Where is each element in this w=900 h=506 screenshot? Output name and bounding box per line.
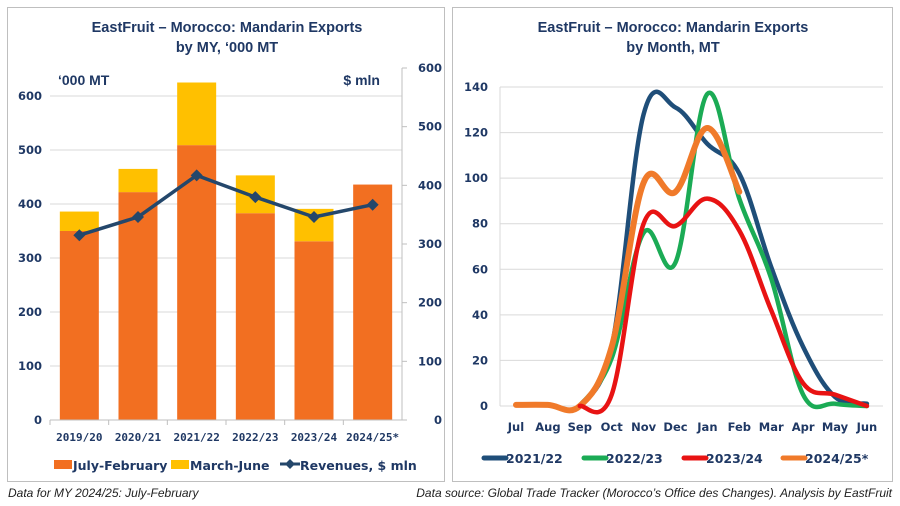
y-tick-label: 300 xyxy=(18,251,42,265)
y-tick-label: 600 xyxy=(18,89,42,103)
x-tick-label: 2024/25* xyxy=(346,431,399,444)
x-tick-label: Feb xyxy=(728,420,751,434)
x-tick-label: 2023/24 xyxy=(291,431,338,444)
legend: 2021/22 2022/23 2023/24 2024/25* xyxy=(481,451,869,466)
x-tick-label: May xyxy=(822,420,849,434)
chart-by-my: EastFruit – Morocco: Mandarin Exports by… xyxy=(18,20,442,473)
bar-july-february xyxy=(353,184,393,420)
legend-marker-revenues xyxy=(285,459,295,469)
legend-label-july-february: July-February xyxy=(72,458,167,473)
revenues-point xyxy=(73,229,86,242)
x-tick-label: 2020/21 xyxy=(115,431,162,444)
legend-label-march-june: March-June xyxy=(190,458,269,473)
footnote-data-source: Data source: Global Trade Tracker (Moroc… xyxy=(416,486,892,500)
y2-tick-label: 0 xyxy=(434,413,442,427)
y-tick-label: 500 xyxy=(18,143,42,157)
x-tick-label: Jan xyxy=(696,420,717,434)
bar-july-february xyxy=(177,145,217,420)
x-tick-label: Apr xyxy=(792,420,815,434)
y-tick-label: 100 xyxy=(18,359,42,373)
revenues-point xyxy=(190,169,203,182)
x-tick-label: 2019/20 xyxy=(56,431,102,444)
x-tick-label: Jun xyxy=(856,420,878,434)
bar-july-february xyxy=(118,192,158,420)
footnote-data-period: Data for MY 2024/25: July-February xyxy=(8,486,199,500)
chart-subtitle: by MY, ‘000 MT xyxy=(176,40,278,56)
y-tick-label: 0 xyxy=(480,399,488,413)
y-axis-label: ‘000 MT xyxy=(58,72,110,88)
bar-march-june xyxy=(177,82,217,146)
y-tick-label: 120 xyxy=(464,126,488,140)
bar-july-february xyxy=(294,241,334,420)
chart-panel-by-my: EastFruit – Morocco: Mandarin Exports by… xyxy=(7,7,445,482)
x-tick-label: 2021/22 xyxy=(173,431,219,444)
revenues-point xyxy=(308,211,320,224)
series-line-202324 xyxy=(577,196,870,415)
y2-tick-label: 500 xyxy=(418,120,442,134)
y-tick-label: 60 xyxy=(472,262,488,276)
revenues-point xyxy=(249,191,262,204)
x-tick-label: Aug xyxy=(535,420,560,434)
legend-swatch-march-june xyxy=(171,460,189,469)
y-tick-label: 200 xyxy=(18,305,42,319)
chart-subtitle: by Month, MT xyxy=(626,40,720,56)
x-tick-label: Sep xyxy=(568,420,592,434)
legend-label-revenues: Revenues, $ mln xyxy=(300,458,417,473)
y2-tick-label: 400 xyxy=(418,178,442,192)
y-tick-label: 100 xyxy=(464,171,488,185)
legend-label-202425: 2024/25* xyxy=(805,451,869,466)
x-tick-label: Mar xyxy=(759,420,784,434)
x-tick-label: Nov xyxy=(631,420,657,434)
series-line-202425 xyxy=(513,125,743,414)
y2-tick-label: 600 xyxy=(418,61,442,75)
bar-march-june xyxy=(118,168,158,193)
revenues-line xyxy=(78,173,374,237)
legend-label-202324: 2023/24 xyxy=(706,451,763,466)
legend-swatch-july-february xyxy=(54,460,72,469)
chart-by-month: EastFruit – Morocco: Mandarin Exports by… xyxy=(464,20,883,466)
revenues-point xyxy=(132,211,144,224)
legend-label-202122: 2021/22 xyxy=(506,451,563,466)
y-tick-label: 0 xyxy=(34,413,42,427)
x-tick-label: Jul xyxy=(507,420,524,434)
y-tick-label: 40 xyxy=(472,308,488,322)
chart-title: EastFruit – Morocco: Mandarin Exports xyxy=(538,20,809,36)
y-tick-label: 140 xyxy=(464,80,488,94)
y2-axis-label: $ mln xyxy=(343,72,380,88)
revenues-point xyxy=(366,198,379,211)
x-tick-label: 2022/23 xyxy=(232,431,278,444)
bar-july-february xyxy=(59,231,99,420)
bar-july-february xyxy=(235,213,275,420)
legend-label-202223: 2022/23 xyxy=(606,451,663,466)
y2-tick-label: 300 xyxy=(418,237,442,251)
y2-tick-label: 100 xyxy=(418,354,442,368)
y-tick-label: 20 xyxy=(472,353,488,367)
x-tick-label: Dec xyxy=(663,420,687,434)
bar-march-june xyxy=(59,211,99,231)
chart-panel-by-month: EastFruit – Morocco: Mandarin Exports by… xyxy=(452,7,893,482)
y-tick-label: 400 xyxy=(18,197,42,211)
x-tick-label: Oct xyxy=(601,420,624,434)
legend: July-February March-June Revenues, $ mln xyxy=(54,458,417,473)
chart-title: EastFruit – Morocco: Mandarin Exports xyxy=(92,20,363,36)
y-tick-label: 80 xyxy=(472,217,488,231)
y2-tick-label: 200 xyxy=(418,296,442,310)
